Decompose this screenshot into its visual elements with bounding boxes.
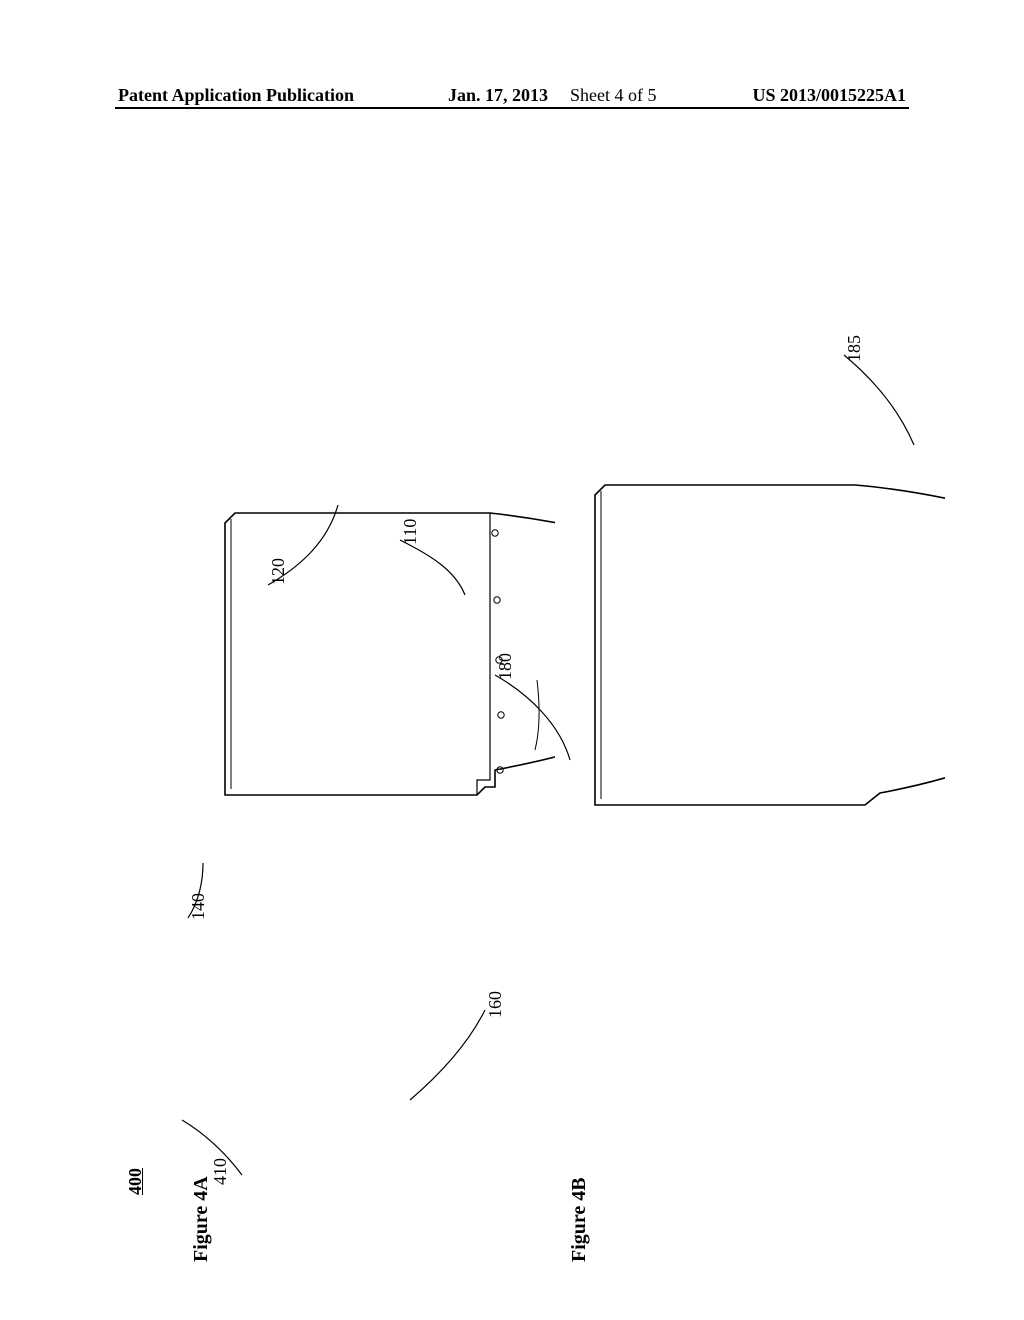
header-rule — [115, 107, 909, 109]
leader-120 — [268, 465, 378, 585]
publication-number: US 2013/0015225A1 — [752, 85, 906, 106]
leader-410 — [242, 1075, 342, 1175]
figure-4a-label: Figure 4A — [190, 1176, 213, 1262]
figure-number-main: 400 — [125, 1168, 146, 1195]
leader-180 — [495, 535, 615, 675]
ref-410: 410 — [210, 1158, 231, 1185]
figure-area: 400 120 140 110 180 160 410 185 Figure 4… — [80, 190, 944, 1240]
leader-110 — [400, 440, 500, 540]
figure-4b-drawing — [565, 275, 945, 835]
sheet-number: Sheet 4 of 5 — [570, 85, 656, 106]
figure-4b-label: Figure 4B — [568, 1177, 591, 1262]
leader-140 — [188, 828, 248, 918]
leader-185 — [844, 215, 964, 355]
leader-160 — [485, 870, 605, 1010]
publication-label: Patent Application Publication — [118, 85, 354, 106]
publication-date: Jan. 17, 2013 — [448, 85, 548, 106]
page: Patent Application Publication Jan. 17, … — [0, 0, 1024, 1320]
